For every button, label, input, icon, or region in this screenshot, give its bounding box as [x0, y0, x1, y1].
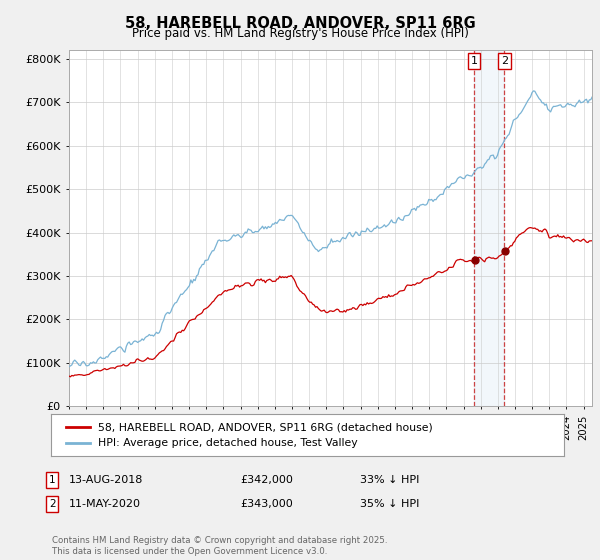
Text: 58, HAREBELL ROAD, ANDOVER, SP11 6RG: 58, HAREBELL ROAD, ANDOVER, SP11 6RG: [125, 16, 475, 31]
Text: 1: 1: [470, 56, 478, 66]
Legend: 58, HAREBELL ROAD, ANDOVER, SP11 6RG (detached house), HPI: Average price, detac: 58, HAREBELL ROAD, ANDOVER, SP11 6RG (de…: [62, 418, 437, 452]
Text: 33% ↓ HPI: 33% ↓ HPI: [360, 475, 419, 485]
Text: 13-AUG-2018: 13-AUG-2018: [69, 475, 143, 485]
Text: Contains HM Land Registry data © Crown copyright and database right 2025.
This d: Contains HM Land Registry data © Crown c…: [52, 536, 388, 556]
Text: 2: 2: [500, 56, 508, 66]
Text: £342,000: £342,000: [240, 475, 293, 485]
Bar: [474, 50, 504, 406]
Text: Price paid vs. HM Land Registry's House Price Index (HPI): Price paid vs. HM Land Registry's House …: [131, 27, 469, 40]
Text: 1: 1: [49, 475, 56, 485]
Text: £343,000: £343,000: [240, 499, 293, 509]
Text: 2: 2: [49, 499, 56, 509]
Text: 11-MAY-2020: 11-MAY-2020: [69, 499, 141, 509]
Text: 35% ↓ HPI: 35% ↓ HPI: [360, 499, 419, 509]
